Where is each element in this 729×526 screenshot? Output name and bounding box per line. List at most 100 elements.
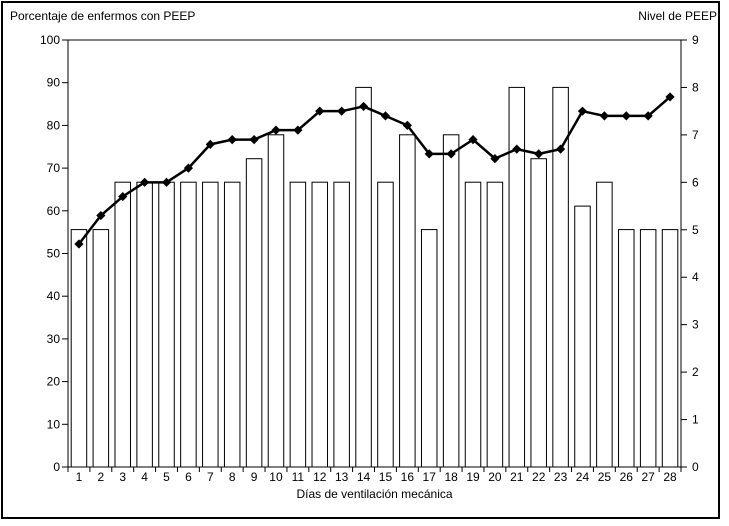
x-axis-tick-label: 22 (532, 470, 546, 484)
line-marker-day-21 (512, 144, 522, 154)
x-axis-tick-label: 18 (444, 470, 458, 484)
bar-day-7 (202, 181, 219, 468)
line-marker-day-25 (599, 111, 609, 121)
bar-day-27 (639, 229, 657, 468)
bar-day-2 (92, 229, 110, 468)
right-axis-tick-label: 8 (692, 80, 699, 94)
bar-day-11 (289, 181, 307, 468)
line-marker-day-19 (468, 135, 478, 145)
right-axis-tick-label: 2 (692, 365, 699, 379)
x-axis-tick-label: 9 (251, 470, 258, 484)
x-axis-tick-label: 13 (335, 470, 349, 484)
x-axis-tick-label: 2 (97, 470, 104, 484)
x-axis-tick-label: 26 (620, 470, 634, 484)
line-marker-day-1 (74, 239, 84, 249)
x-axis-tick-label: 1 (76, 470, 83, 484)
right-axis-tick-label: 3 (692, 318, 699, 332)
x-axis-tick-label: 5 (163, 470, 170, 484)
line-marker-day-7 (205, 139, 215, 149)
x-axis-tick-label: 6 (185, 470, 192, 484)
line-marker-day-15 (380, 111, 391, 121)
line-marker-day-14 (358, 101, 369, 112)
left-axis-tick-label: 60 (47, 204, 61, 218)
line-marker-day-2 (96, 210, 106, 221)
right-axis-tick-label: 5 (692, 223, 699, 237)
bar-day-8 (223, 181, 241, 468)
line-marker-day-16 (402, 120, 412, 130)
bar-day-1 (70, 229, 88, 468)
line-marker-day-9 (249, 135, 259, 145)
x-axis-tick-label: 25 (598, 470, 612, 484)
bar-day-10 (267, 134, 285, 468)
left-axis-tick-label: 100 (40, 33, 60, 47)
x-axis-tick-label: 16 (401, 470, 415, 484)
line-marker-day-20 (490, 154, 500, 164)
x-axis-tick-label: 3 (119, 470, 126, 484)
x-axis-tick-label: 19 (466, 470, 480, 484)
line-marker-day-18 (446, 149, 456, 159)
left-axis-tick-label: 10 (47, 417, 61, 431)
x-axis-tick-label: 8 (229, 470, 236, 484)
line-marker-day-23 (555, 144, 566, 154)
line-marker-day-5 (161, 177, 172, 187)
left-axis-tick-label: 90 (47, 76, 61, 90)
x-axis-tick-label: 20 (488, 470, 502, 484)
x-axis-tick-label: 10 (269, 470, 283, 484)
line-marker-day-28 (665, 92, 675, 102)
bar-day-5 (158, 181, 175, 468)
x-axis-tick-label: 7 (207, 470, 214, 484)
right-axis-tick-label: 6 (692, 175, 699, 189)
right-axis-tick-label: 0 (692, 460, 699, 474)
bar-day-15 (377, 181, 394, 468)
outer-border (1, 1, 720, 519)
left-axis-title: Porcentaje de enfermos con PEEP (10, 9, 196, 23)
x-axis-tick-label: 27 (641, 470, 655, 484)
bar-day-20 (486, 181, 504, 468)
line-marker-day-10 (271, 125, 281, 135)
x-axis-tick-label: 17 (423, 470, 437, 484)
bar-day-14 (355, 86, 372, 468)
line-marker-day-8 (227, 135, 237, 145)
line-marker-day-27 (643, 111, 653, 121)
right-axis-tick-label: 1 (692, 413, 699, 427)
line-marker-day-3 (118, 191, 128, 202)
right-axis-tick-label: 7 (692, 128, 699, 142)
line-marker-day-4 (140, 177, 150, 187)
left-axis-tick-label: 0 (53, 460, 60, 474)
bar-day-13 (333, 181, 350, 468)
left-axis-tick-label: 20 (47, 375, 61, 389)
peep-level-line (77, 95, 671, 245)
bar-day-24 (574, 205, 591, 468)
bar-day-17 (420, 229, 438, 468)
bar-day-3 (114, 181, 131, 468)
bar-day-16 (399, 134, 416, 468)
right-axis-tick-label: 4 (692, 270, 699, 284)
line-marker-day-22 (534, 149, 544, 159)
left-axis-tick-label: 70 (47, 161, 61, 175)
x-axis-tick-label: 12 (313, 470, 327, 484)
right-axis-tick-label: 9 (692, 33, 699, 47)
bar-day-9 (245, 158, 263, 468)
x-axis-tick-label: 11 (292, 470, 305, 484)
x-axis-tick-label: 4 (141, 470, 148, 484)
bar-day-12 (311, 181, 329, 468)
right-axis-title: Nivel de PEEP (638, 9, 717, 23)
bar-day-25 (596, 181, 613, 468)
line-marker-day-17 (424, 149, 434, 159)
line-marker-day-11 (293, 125, 303, 135)
x-axis-tick-label: 15 (379, 470, 393, 484)
bar-day-21 (508, 86, 526, 468)
bar-day-23 (552, 86, 569, 468)
bar-day-4 (136, 181, 153, 468)
bar-day-26 (618, 229, 635, 468)
left-axis-tick-label: 30 (47, 332, 61, 346)
line-marker-day-12 (315, 106, 325, 116)
bar-day-28 (661, 229, 679, 468)
x-axis-tick-label: 21 (510, 470, 524, 484)
bar-day-6 (180, 181, 197, 468)
left-axis-tick-label: 50 (47, 247, 61, 261)
x-axis-tick-label: 24 (576, 470, 590, 484)
bar-day-19 (464, 181, 482, 468)
